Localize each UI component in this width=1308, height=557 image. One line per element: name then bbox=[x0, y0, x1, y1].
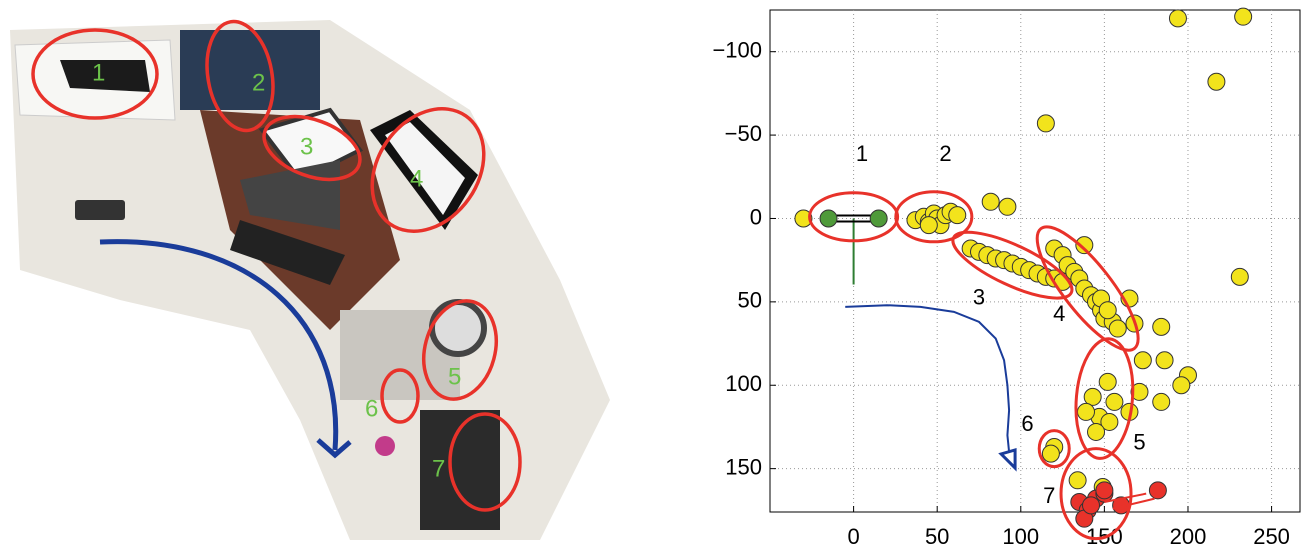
monitor-screen bbox=[385, 122, 465, 215]
region-ellipse bbox=[31, 28, 159, 120]
region-ellipse bbox=[1037, 429, 1071, 469]
point bbox=[1207, 72, 1226, 91]
point bbox=[1087, 422, 1106, 441]
region-label: 1 bbox=[92, 59, 105, 86]
point bbox=[1152, 392, 1171, 411]
y-tick-label: 100 bbox=[725, 371, 762, 396]
region-label: 7 bbox=[432, 455, 445, 482]
trajectory-arrow bbox=[998, 447, 1017, 472]
point bbox=[1095, 481, 1114, 500]
point bbox=[794, 209, 813, 228]
point bbox=[1230, 267, 1249, 286]
region-ellipse bbox=[1059, 447, 1133, 541]
region-ellipse bbox=[1074, 337, 1135, 460]
trajectory bbox=[845, 304, 1011, 453]
phone bbox=[75, 200, 125, 220]
point bbox=[998, 197, 1017, 216]
plot-frame bbox=[769, 9, 1301, 513]
point bbox=[1168, 9, 1187, 28]
point bbox=[1155, 351, 1174, 370]
point bbox=[1130, 382, 1149, 401]
point bbox=[1100, 412, 1119, 431]
point bbox=[1133, 351, 1152, 370]
point bbox=[1148, 481, 1167, 500]
region-label: 7 bbox=[1043, 483, 1055, 508]
scene-photo: 1 2 3 4 5 6 7 bbox=[10, 19, 610, 540]
heading-line bbox=[1104, 492, 1147, 503]
point bbox=[919, 216, 938, 235]
region-ellipse bbox=[1035, 225, 1140, 352]
region-label: 2 bbox=[939, 141, 951, 166]
region-label: 5 bbox=[1133, 429, 1145, 454]
point bbox=[1105, 392, 1124, 411]
point bbox=[1152, 317, 1171, 336]
y-tick-label: 150 bbox=[725, 454, 762, 479]
y-tick-label: −100 bbox=[712, 38, 762, 63]
cup bbox=[375, 436, 395, 456]
region-label: 2 bbox=[252, 69, 265, 96]
x-tick-label: 200 bbox=[1170, 524, 1207, 549]
point bbox=[1082, 496, 1101, 515]
poster bbox=[180, 30, 320, 110]
region-ellipse bbox=[808, 191, 900, 243]
region-ellipse bbox=[448, 412, 522, 512]
point bbox=[1098, 301, 1117, 320]
disc bbox=[429, 299, 487, 357]
region-ellipse bbox=[380, 368, 420, 424]
region-ellipse bbox=[422, 299, 498, 401]
point bbox=[1036, 114, 1055, 133]
arrow-head bbox=[316, 438, 352, 459]
region-ellipse bbox=[205, 19, 275, 133]
x-tick-label: 50 bbox=[925, 524, 949, 549]
screen bbox=[60, 60, 150, 92]
heading-line bbox=[1112, 497, 1155, 510]
point bbox=[1068, 471, 1087, 490]
point bbox=[1076, 402, 1095, 421]
region-label: 3 bbox=[973, 284, 985, 309]
region-label: 3 bbox=[300, 133, 313, 160]
region-label: 5 bbox=[448, 363, 461, 390]
x-tick-label: 250 bbox=[1253, 524, 1290, 549]
point bbox=[1108, 319, 1127, 338]
region-label: 6 bbox=[365, 395, 378, 422]
point bbox=[1172, 376, 1191, 395]
point bbox=[1041, 444, 1060, 463]
region-ellipse bbox=[370, 107, 486, 233]
point bbox=[819, 209, 838, 228]
point bbox=[1083, 387, 1102, 406]
point bbox=[948, 206, 967, 225]
keyboard bbox=[230, 220, 345, 285]
point bbox=[1234, 7, 1253, 26]
point bbox=[1098, 372, 1117, 391]
region-label: 4 bbox=[1053, 301, 1065, 326]
x-tick-label: 0 bbox=[847, 524, 859, 549]
region-label: 1 bbox=[856, 141, 868, 166]
y-tick-label: 50 bbox=[738, 288, 762, 313]
point bbox=[869, 209, 888, 228]
region-ellipse bbox=[951, 230, 1074, 300]
y-tick-label: −50 bbox=[725, 121, 762, 146]
region-ellipse bbox=[894, 190, 974, 244]
y-tick-label: 0 bbox=[750, 204, 762, 229]
point bbox=[981, 192, 1000, 211]
region-label: 6 bbox=[1021, 411, 1033, 436]
region-label: 4 bbox=[410, 165, 423, 192]
point bbox=[1075, 236, 1094, 255]
x-tick-label: 100 bbox=[1002, 524, 1039, 549]
region-ellipse bbox=[262, 114, 362, 182]
trajectory-arrow bbox=[99, 239, 339, 451]
